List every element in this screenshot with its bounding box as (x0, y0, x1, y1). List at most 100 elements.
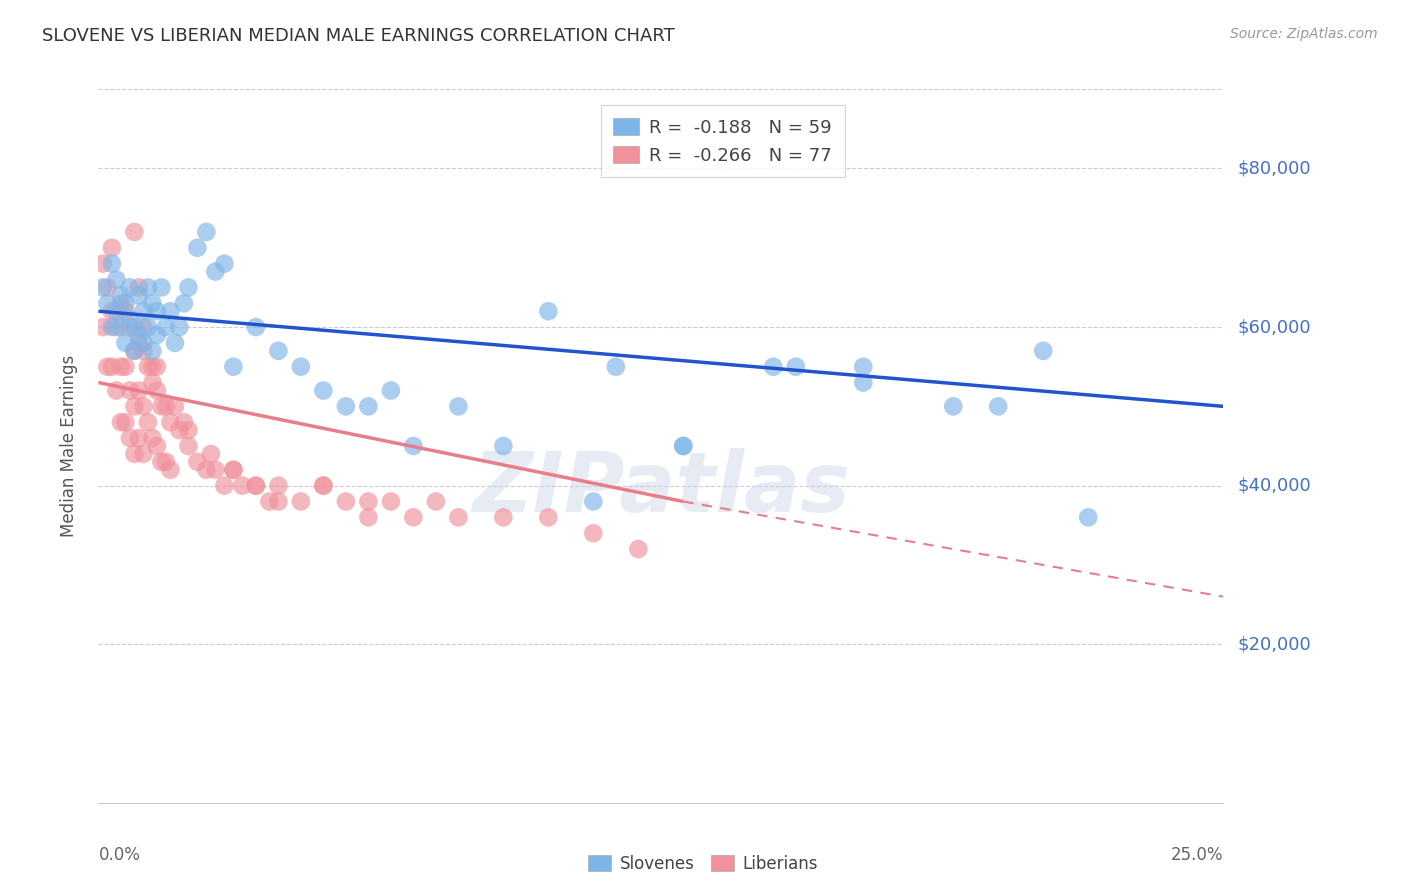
Legend: R =  -0.188   N = 59, R =  -0.266   N = 77: R = -0.188 N = 59, R = -0.266 N = 77 (600, 105, 845, 178)
Point (214, 478, 236, 492)
Point (105, 304, 128, 318)
Y-axis label: Median Male Earnings: Median Male Earnings (59, 355, 77, 537)
Point (132, 343, 155, 358)
Point (672, 439, 695, 453)
Point (141, 359, 163, 374)
Point (146, 359, 169, 374)
Point (785, 359, 807, 374)
Point (380, 384, 402, 398)
Point (124, 225, 146, 239)
Point (136, 359, 159, 374)
Point (101, 359, 124, 374)
Point (114, 304, 136, 318)
Point (267, 478, 290, 492)
Point (1077, 510, 1099, 524)
Point (222, 463, 245, 477)
Point (231, 478, 253, 492)
Point (146, 304, 169, 318)
Text: SLOVENE VS LIBERIAN MEDIAN MALE EARNINGS CORRELATION CHART: SLOVENE VS LIBERIAN MEDIAN MALE EARNINGS… (42, 27, 675, 45)
Point (290, 494, 312, 508)
Point (447, 510, 470, 524)
Point (110, 288, 132, 302)
Point (537, 510, 560, 524)
Point (155, 400, 177, 414)
Point (101, 257, 124, 271)
Point (582, 494, 605, 508)
Point (627, 542, 650, 557)
Point (402, 510, 425, 524)
Text: $80,000: $80,000 (1237, 160, 1310, 178)
Point (150, 280, 173, 294)
Point (114, 296, 136, 310)
Point (141, 296, 163, 310)
Point (312, 478, 335, 492)
Point (124, 320, 146, 334)
Point (267, 494, 290, 508)
Point (245, 478, 267, 492)
Point (132, 335, 155, 350)
Point (91, 257, 114, 271)
Point (447, 400, 470, 414)
Point (163, 400, 186, 414)
Point (195, 463, 218, 477)
Point (110, 320, 132, 334)
Point (537, 304, 560, 318)
Point (357, 494, 380, 508)
Point (163, 335, 186, 350)
Point (132, 447, 155, 461)
Point (141, 376, 163, 390)
Point (155, 320, 177, 334)
Point (335, 494, 357, 508)
Point (222, 359, 245, 374)
Point (200, 447, 222, 461)
Point (96, 280, 118, 294)
Point (114, 335, 136, 350)
Point (96, 296, 118, 310)
Point (118, 280, 141, 294)
Point (214, 257, 236, 271)
Point (110, 415, 132, 429)
Point (267, 343, 290, 358)
Point (762, 359, 785, 374)
Point (425, 494, 447, 508)
Point (204, 463, 226, 477)
Point (150, 455, 173, 469)
Point (173, 296, 195, 310)
Point (312, 384, 335, 398)
Point (222, 463, 245, 477)
Point (942, 400, 965, 414)
Point (173, 415, 195, 429)
Text: Source: ZipAtlas.com: Source: ZipAtlas.com (1230, 27, 1378, 41)
Point (128, 384, 150, 398)
Text: 0.0%: 0.0% (98, 846, 141, 863)
Point (132, 320, 155, 334)
Point (128, 431, 150, 445)
Point (128, 328, 150, 343)
Text: $40,000: $40,000 (1237, 476, 1310, 495)
Point (96, 359, 118, 374)
Point (124, 343, 146, 358)
Point (132, 400, 155, 414)
Point (1032, 343, 1054, 358)
Point (136, 415, 159, 429)
Point (110, 359, 132, 374)
Point (852, 376, 875, 390)
Point (105, 272, 128, 286)
Point (159, 463, 181, 477)
Point (357, 510, 380, 524)
Point (128, 335, 150, 350)
Point (380, 494, 402, 508)
Point (118, 320, 141, 334)
Point (402, 439, 425, 453)
Point (186, 455, 208, 469)
Point (136, 280, 159, 294)
Point (259, 494, 281, 508)
Point (150, 400, 173, 414)
Point (177, 423, 200, 437)
Point (290, 359, 312, 374)
Point (141, 343, 163, 358)
Point (101, 304, 124, 318)
Point (136, 320, 159, 334)
Point (245, 320, 267, 334)
Point (195, 225, 218, 239)
